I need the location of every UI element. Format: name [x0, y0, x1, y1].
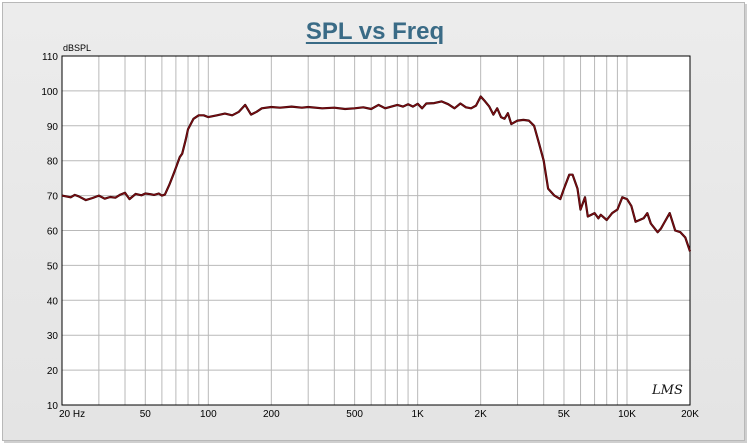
x-tick-label: 10K: [618, 409, 636, 420]
x-tick-label: 50: [140, 409, 152, 420]
y-tick-label: 50: [47, 261, 59, 272]
spl-series-line: [61, 95, 691, 252]
plot-border: [61, 55, 691, 406]
x-tick-label: 20 Hz: [59, 409, 85, 420]
x-axis-ticks: 20 Hz 50 100 200 500 1K 2K 5K 10K 20K: [59, 409, 699, 420]
y-tick-label: 80: [47, 157, 59, 168]
y-tick-label: 60: [47, 227, 59, 238]
y-tick-label: 40: [47, 296, 59, 307]
x-tick-label: 200: [263, 409, 280, 420]
y-tick-label: 110: [42, 52, 58, 63]
y-axis-ticks: 10 20 30 40 50 60 70 80 90 100 110: [41, 52, 58, 412]
series-group: [61, 95, 692, 252]
y-tick-label: 30: [47, 331, 59, 342]
x-tick-label: 500: [346, 409, 363, 420]
y-tick-label: 100: [41, 87, 58, 98]
x-tick-label: 100: [200, 409, 217, 420]
y-tick-label: 10: [47, 401, 59, 412]
grid-lines: [62, 56, 690, 405]
y-tick-label: 90: [47, 122, 59, 133]
lms-watermark: LMS: [651, 383, 683, 398]
y-tick-label: 70: [47, 192, 59, 203]
x-tick-label: 20K: [681, 409, 699, 420]
y-tick-label: 20: [47, 366, 59, 377]
x-tick-label: 1K: [412, 409, 425, 420]
chart-title: SPL vs Freq: [305, 18, 445, 45]
x-tick-label: 5K: [558, 409, 571, 420]
x-tick-label: 2K: [475, 409, 488, 420]
y-axis-unit-label: dBSPL: [63, 43, 91, 53]
